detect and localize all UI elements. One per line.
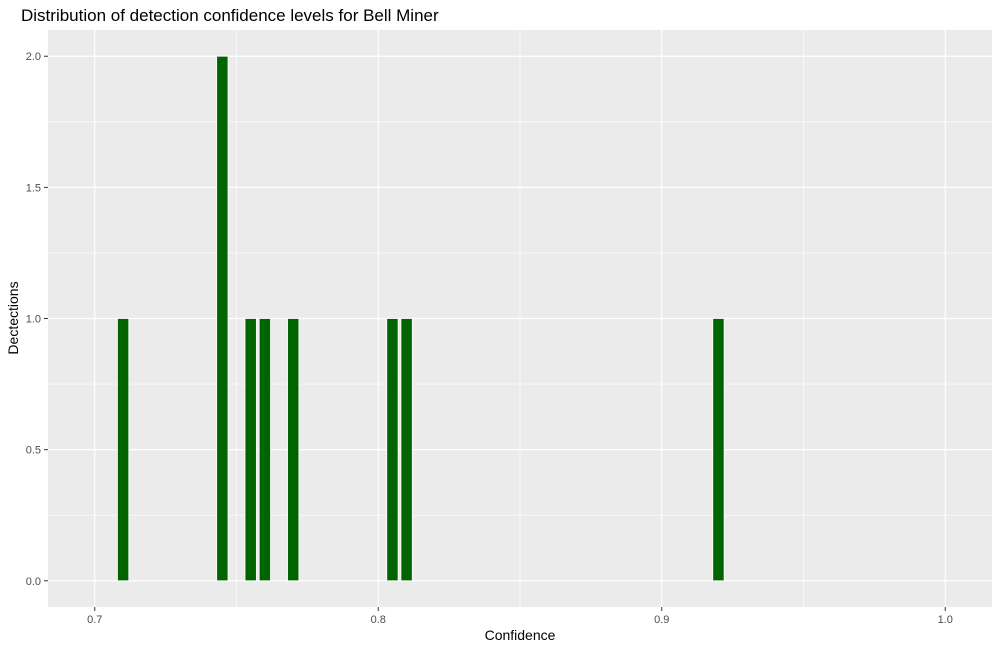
y-tick-label: 0.0 [26,576,41,588]
x-tick-label: 0.9 [654,614,669,626]
bar [258,318,271,582]
y-axis: 0.0 0.5 1.0 1.5 2.0 [26,51,48,588]
y-tick-label: 2.0 [26,51,41,63]
x-tick-label: 1.0 [938,614,953,626]
bar [712,318,725,582]
bars [117,55,725,582]
x-axis-title: Confidence [485,627,556,643]
x-axis: 0.7 0.8 0.9 1.0 [87,607,953,626]
bar [386,318,399,582]
x-tick-label: 0.8 [371,614,386,626]
x-tick-label: 0.7 [87,614,102,626]
y-axis-title: Dectections [5,281,21,354]
y-tick-label: 1.0 [26,314,41,326]
grid-lines [48,30,992,607]
chart-title: Distribution of detection confidence lev… [21,6,439,25]
y-tick-label: 0.5 [26,445,41,457]
bar [244,318,257,582]
bar [216,55,229,582]
y-tick-label: 1.5 [26,182,41,194]
bar [400,318,413,582]
bar [287,318,300,582]
bar [117,318,130,582]
